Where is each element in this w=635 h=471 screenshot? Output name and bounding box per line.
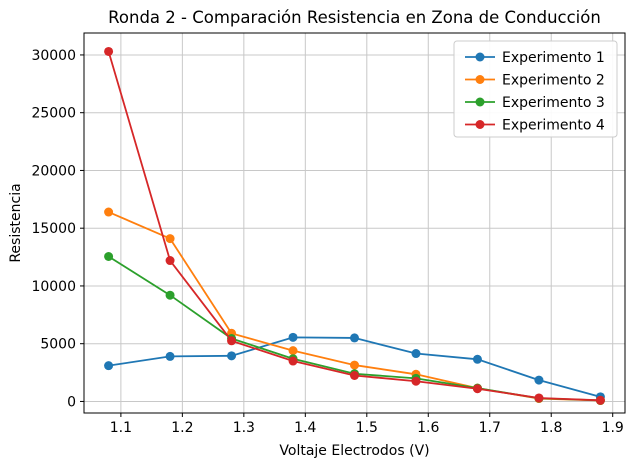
data-point-marker: [165, 290, 175, 300]
plot-border: [83, 32, 626, 414]
y-tick-label: 20000: [31, 163, 76, 179]
legend: Experimento 1 Experimento 2 Experimento 3 E…: [453, 40, 618, 138]
legend-item-experimento-2: Experimento 2: [465, 73, 605, 89]
x-tick-label: 1.1: [110, 420, 132, 436]
x-tick-label: 1.5: [356, 420, 378, 436]
legend-label: Experimento 2: [502, 73, 605, 89]
data-point-marker: [411, 376, 421, 386]
data-point-marker: [227, 336, 237, 346]
legend-marker: [475, 97, 485, 107]
data-point-marker: [472, 384, 482, 394]
series-experimento-3: [104, 251, 605, 405]
legend-item-experimento-3: Experimento 3: [465, 95, 605, 111]
chart-title: Ronda 2 - Comparación Resistencia en Zon…: [108, 8, 601, 27]
x-axis: 1.1 1.2 1.3 1.4 1.5 1.6 1.7 1.8 1.9: [110, 413, 624, 436]
y-tick-label: 5000: [40, 337, 76, 353]
data-point-marker: [411, 349, 421, 359]
grid: [84, 33, 625, 413]
data-point-marker: [165, 234, 175, 244]
data-point-marker: [595, 395, 605, 405]
series-experimento-1: [104, 332, 605, 402]
data-point-marker: [472, 354, 482, 364]
legend-label: Experimento 1: [502, 50, 605, 66]
y-axis: 0 5000 10000 15000 20000 25000 30000: [31, 48, 84, 410]
y-tick-label: 0: [67, 394, 76, 410]
x-tick-label: 1.9: [602, 420, 624, 436]
y-tick-label: 30000: [31, 48, 76, 64]
data-point-marker: [534, 375, 544, 385]
data-point-marker: [227, 351, 237, 361]
legend-marker: [475, 75, 485, 84]
x-tick-label: 1.3: [233, 420, 255, 436]
data-point-marker: [165, 351, 175, 361]
x-tick-label: 1.8: [540, 420, 562, 436]
data-point-marker: [165, 256, 175, 266]
legend-marker: [475, 52, 485, 62]
legend-item-experimento-4: Experimento 4: [465, 118, 605, 134]
data-point-marker: [350, 360, 359, 370]
data-point-marker: [104, 46, 114, 56]
y-tick-label: 15000: [31, 221, 76, 237]
data-point-marker: [534, 393, 544, 403]
x-axis-label: Voltaje Electrodos (V): [279, 443, 430, 459]
x-tick-label: 1.4: [294, 420, 316, 436]
data-point-marker: [288, 332, 298, 342]
data-point-marker: [350, 333, 359, 343]
data-point-marker: [104, 361, 114, 371]
legend-item-experimento-1: Experimento 1: [465, 50, 605, 66]
y-tick-label: 25000: [31, 106, 76, 122]
data-point-marker: [288, 346, 298, 356]
legend-box: [453, 40, 618, 138]
data-point-marker: [288, 356, 298, 366]
x-tick-label: 1.7: [479, 420, 501, 436]
x-tick-label: 1.6: [417, 420, 439, 436]
legend-label: Experimento 4: [502, 118, 605, 134]
legend-marker: [475, 120, 485, 129]
series-experimento-4: [104, 46, 605, 405]
data-point-marker: [104, 207, 114, 217]
x-tick-label: 1.2: [171, 420, 193, 436]
legend-label: Experimento 3: [502, 95, 605, 111]
y-tick-label: 10000: [31, 279, 76, 295]
data-point-marker: [350, 370, 359, 380]
data-point-marker: [104, 251, 114, 261]
